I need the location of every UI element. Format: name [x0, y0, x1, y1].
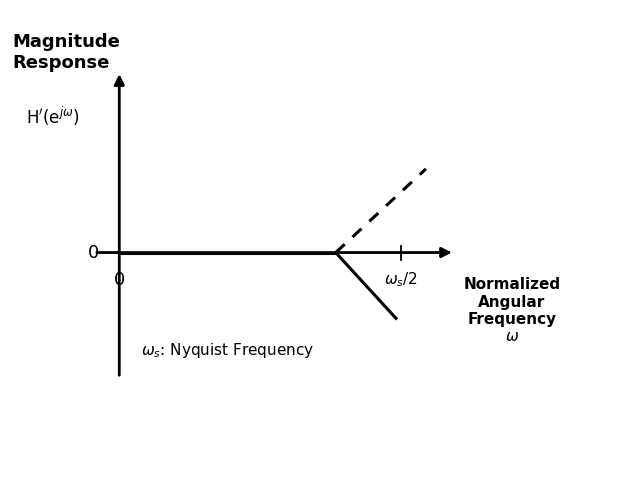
Text: Magnitude
Response: Magnitude Response — [13, 33, 121, 72]
Text: 0: 0 — [114, 271, 125, 289]
Text: 0: 0 — [88, 244, 99, 261]
Text: $\omega_s$: Nyquist Frequency: $\omega_s$: Nyquist Frequency — [141, 341, 314, 359]
Text: H$'$($\mathregular{e}^{j\omega}$): H$'$($\mathregular{e}^{j\omega}$) — [26, 105, 79, 129]
Text: $\omega_s$/2: $\omega_s$/2 — [384, 271, 417, 289]
Text: Normalized
Angular
Frequency
$\omega$: Normalized Angular Frequency $\omega$ — [463, 277, 561, 345]
